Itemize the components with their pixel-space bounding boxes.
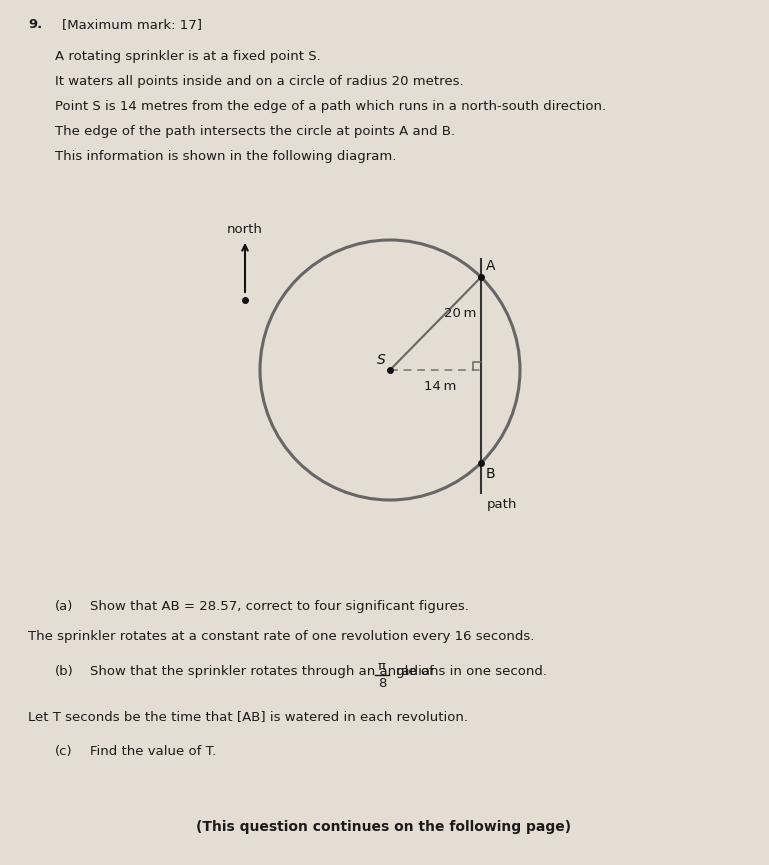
- Text: (c): (c): [55, 745, 72, 758]
- Text: Point S is 14 metres from the edge of a path which runs in a north-south directi: Point S is 14 metres from the edge of a …: [55, 100, 606, 113]
- Text: 20 m: 20 m: [444, 306, 476, 319]
- Text: The sprinkler rotates at a constant rate of one revolution every 16 seconds.: The sprinkler rotates at a constant rate…: [28, 630, 534, 643]
- Text: 9.: 9.: [28, 18, 42, 31]
- Text: Show that the sprinkler rotates through an angle of: Show that the sprinkler rotates through …: [90, 665, 434, 678]
- Text: Find the value of T.: Find the value of T.: [90, 745, 216, 758]
- Text: A: A: [486, 260, 495, 273]
- Text: Show that AB = 28.57, correct to four significant figures.: Show that AB = 28.57, correct to four si…: [90, 600, 469, 613]
- Text: (a): (a): [55, 600, 73, 613]
- Text: [Maximum mark: 17]: [Maximum mark: 17]: [62, 18, 202, 31]
- Text: π: π: [378, 660, 386, 673]
- Text: A rotating sprinkler is at a fixed point S.: A rotating sprinkler is at a fixed point…: [55, 50, 321, 63]
- Text: path: path: [487, 498, 518, 511]
- Text: The edge of the path intersects the circle at points A and B.: The edge of the path intersects the circ…: [55, 125, 455, 138]
- Text: This information is shown in the following diagram.: This information is shown in the followi…: [55, 150, 396, 163]
- Text: (b): (b): [55, 665, 74, 678]
- Text: It waters all points inside and on a circle of radius 20 metres.: It waters all points inside and on a cir…: [55, 75, 464, 88]
- Text: 14 m: 14 m: [424, 380, 457, 393]
- Text: B: B: [486, 467, 496, 481]
- Text: Let T seconds be the time that [AB] is watered in each revolution.: Let T seconds be the time that [AB] is w…: [28, 710, 468, 723]
- Text: radians in one second.: radians in one second.: [396, 665, 547, 678]
- Text: S: S: [378, 353, 386, 367]
- Text: (This question continues on the following page): (This question continues on the followin…: [196, 820, 571, 834]
- Text: 8: 8: [378, 677, 386, 690]
- Text: north: north: [227, 223, 263, 236]
